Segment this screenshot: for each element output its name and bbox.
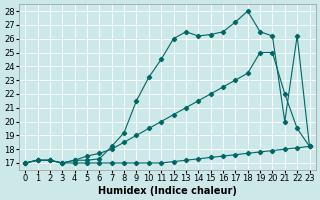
X-axis label: Humidex (Indice chaleur): Humidex (Indice chaleur) <box>98 186 237 196</box>
